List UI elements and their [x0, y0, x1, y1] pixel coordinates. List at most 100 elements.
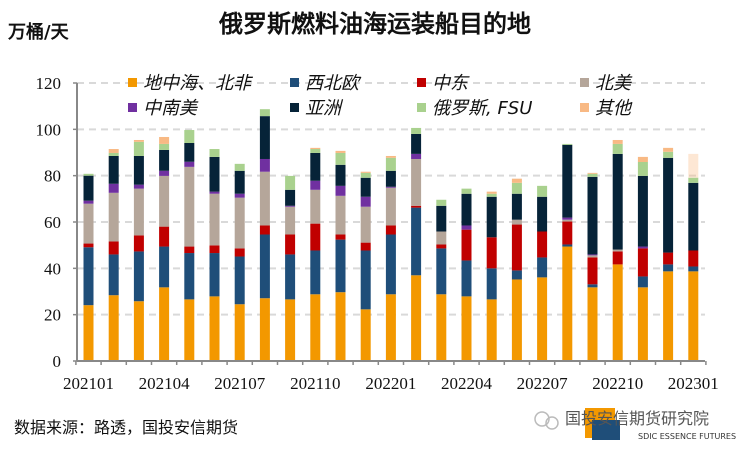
bar-segment-202106-1: [209, 253, 220, 297]
legend-label: 北美: [595, 73, 633, 94]
bar-segment-202110-0: [310, 294, 321, 361]
bar-segment-202301-5: [688, 182, 699, 251]
y-tick-label: 120: [36, 74, 62, 93]
stacked-bar-chart: 0 20 40 60 80 100 120 202101 202104 202107 202110 2…: [36, 73, 719, 393]
bar-segment-202107-0: [234, 304, 245, 361]
legend-swatch: [417, 103, 426, 112]
bar-segment-202104-0: [159, 287, 170, 361]
bar-segment-202211-2: [637, 248, 648, 277]
bar-segment-202209-4: [587, 254, 598, 256]
bar-segment-202105-3: [184, 166, 195, 247]
bar-segment-202112-5: [360, 177, 371, 197]
bar-segment-202210-0: [612, 264, 623, 361]
bar-segment-202208-1: [562, 244, 573, 247]
bar-segment-202107-6: [234, 163, 245, 171]
bar-segment-202108-1: [259, 234, 270, 299]
bar-segment-202109-1: [285, 254, 296, 300]
bar-segment-202211-5: [637, 175, 648, 247]
legend-label: 地中海、北非: [143, 73, 254, 94]
bar-segment-202112-3: [360, 206, 371, 243]
bar-segment-202301-0: [688, 271, 699, 361]
bar-segment-202102-2: [108, 241, 119, 255]
bar-segment-202208-4: [562, 217, 573, 220]
bar-segment-202107-4: [234, 193, 245, 198]
bar-segment-202112-1: [360, 250, 371, 310]
bar-segment-202206-5: [511, 193, 522, 220]
y-tick-label: 40: [44, 259, 61, 278]
legend-swatch: [290, 103, 299, 112]
bar-segment-202111-4: [335, 185, 346, 196]
legend-label: 亚洲: [305, 98, 344, 119]
bar-segment-202111-0: [335, 292, 346, 361]
bar-segment-202210-2: [612, 251, 623, 265]
x-tick-label: 202207: [517, 374, 569, 393]
bar-segment-202301-2: [688, 250, 699, 267]
bar-segment-202109-0: [285, 299, 296, 361]
svg-text:SDIC ESSENCE FUTURES: SDIC ESSENCE FUTURES: [638, 432, 736, 441]
bar-segment-202207-2: [537, 231, 548, 258]
x-tick-label: 202107: [214, 374, 266, 393]
bar-segment-202202-3: [411, 158, 422, 206]
chart-title: 俄罗斯燃料油海运装船目的地: [219, 9, 531, 38]
bar-segment-202204-0: [461, 296, 472, 361]
x-tick-label: 202204: [441, 374, 493, 393]
bar-segment-202212-6: [663, 151, 674, 158]
bar-segment-202206-0: [511, 279, 522, 361]
bar-segment-202105-0: [184, 299, 195, 361]
bar-segment-202109-6: [285, 175, 296, 190]
bar-segment-202210-5: [612, 153, 623, 250]
bar-segment-202206-2: [511, 224, 522, 271]
bar-segment-202112-0: [360, 309, 371, 361]
bar-segment-202201-6: [385, 157, 396, 171]
bar-segment-202208-2: [562, 221, 573, 245]
bar-segment-202206-7: [511, 178, 522, 183]
y-tick-label: 60: [44, 213, 61, 232]
bar-segment-202112-4: [360, 196, 371, 207]
bar-segment-202112-7: [360, 171, 371, 173]
bar-segment-202201-7: [385, 155, 396, 158]
bar-segment-202205-6: [486, 193, 497, 197]
bar-segment-202103-0: [133, 301, 144, 361]
bar-segment-202211-1: [637, 276, 648, 288]
bar-segment-202108-6: [259, 109, 270, 117]
bar-segment-202207-1: [537, 257, 548, 278]
bar-segment-202208-6: [562, 143, 573, 145]
bar-segment-202110-2: [310, 223, 321, 251]
bar-segment-202201-2: [385, 225, 396, 235]
bar-segment-202212-1: [663, 264, 674, 272]
bar-segment-202111-6: [335, 152, 346, 165]
bar-segment-202209-5: [587, 176, 598, 255]
bar-segment-202202-5: [411, 133, 422, 154]
svg-text:国投安信期货研究院: 国投安信期货研究院: [565, 409, 709, 428]
bar-segment-202211-4: [637, 246, 648, 249]
bar-segment-202106-6: [209, 149, 220, 157]
bar-segment-202209-7: [587, 172, 598, 174]
bar-segment-202211-0: [637, 287, 648, 361]
bar-segment-202110-5: [310, 152, 321, 181]
bar-segment-202201-3: [385, 187, 396, 226]
bar-segment-202105-2: [184, 246, 195, 254]
sdic-essence-futures-logo: 国投安信期货研究院 SDIC ESSENCE FUTURES: [534, 408, 736, 441]
bar-segment-202101-0: [83, 305, 94, 361]
bar-segment-202108-2: [259, 225, 270, 235]
bar-segment-202209-1: [587, 284, 598, 288]
x-tick-label: 202210: [592, 374, 643, 393]
bar-segment-202102-6: [108, 152, 119, 156]
bar-segment-202209-0: [587, 287, 598, 361]
bar-segment-202103-4: [133, 184, 144, 189]
bar-segment-202209-6: [587, 173, 598, 177]
legend-label: 俄罗斯, FSU: [432, 98, 532, 119]
bar-segment-202106-3: [209, 193, 220, 246]
bar-segment-202205-1: [486, 268, 497, 300]
bar-segment-202106-2: [209, 245, 220, 254]
legend-swatch: [128, 103, 137, 112]
bar-segment-202106-4: [209, 191, 220, 194]
bar-segment-202203-0: [436, 294, 447, 361]
bar-segment-202205-5: [486, 196, 497, 238]
bar-segment-202101-6: [83, 173, 94, 176]
bar-segment-202106-5: [209, 156, 220, 192]
bar-segment-202109-4: [285, 205, 296, 207]
bar-segment-202205-0: [486, 299, 497, 361]
bar-segment-202201-0: [385, 294, 396, 361]
bar-segment-202204-1: [461, 260, 472, 297]
